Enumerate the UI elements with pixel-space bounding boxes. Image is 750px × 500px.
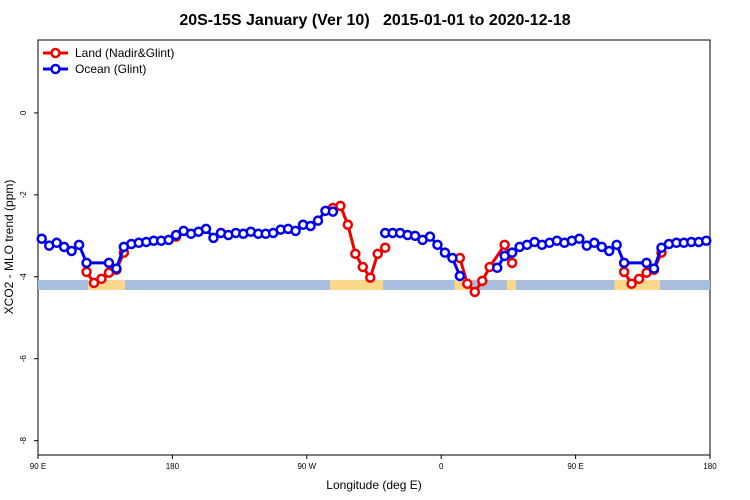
data-point [618,266,630,278]
y-tick-label: -4 [19,273,28,281]
data-point [439,247,451,258]
data-point [208,232,219,244]
data-point [96,273,107,285]
x-tick-label: 0 [439,462,444,471]
y-tick-label: -8 [19,437,28,445]
data-point [290,225,301,237]
data-point [103,257,115,269]
data-point [58,241,70,253]
data-point [342,219,354,231]
data-point [589,237,600,249]
land-strip [506,279,516,290]
x-tick-label: 90 W [297,462,316,471]
data-point [432,239,443,251]
y-tick-label: 0 [19,110,28,115]
x-tick-label: 90 E [567,462,583,471]
legend-label: Ocean (Glint) [75,62,146,76]
data-point [170,229,182,241]
land-strip [329,279,383,290]
data-point [611,239,622,251]
chart-title: 20S-15S January (Ver 10) 2015-01-01 to 2… [179,12,570,29]
x-axis-label: Longitude (deg E) [326,478,421,492]
data-point [350,248,361,260]
land-strip [88,279,126,290]
data-point [66,245,77,257]
data-point [73,239,85,251]
data-point [574,233,585,244]
data-point [312,215,324,226]
data-point [163,234,174,246]
data-point [469,286,481,298]
data-point [499,239,510,251]
y-tick-label: -6 [19,355,28,363]
data-point [81,266,92,278]
data-point [335,200,346,212]
data-point [365,272,376,283]
data-point [88,277,100,289]
data-point [454,270,466,282]
data-point [36,233,47,244]
data-point [477,275,488,287]
data-point [379,242,391,253]
data-point [626,278,637,290]
legend-marker [50,47,61,59]
y-axis-label: XCO2 - MLO trend (ppm) [2,180,16,315]
land-strip [614,279,660,290]
data-point [701,235,712,246]
data-point [357,261,369,273]
data-point [596,241,607,253]
plot-frame [37,39,711,456]
data-point [51,237,62,249]
data-point [81,257,92,269]
data-point [409,230,421,242]
data-point [633,273,645,285]
data-point [200,223,212,235]
data-point [648,263,660,274]
data-point [641,257,652,269]
data-point [603,245,615,257]
data-point [506,257,518,269]
y-tick-label: -2 [19,191,28,199]
legend-marker [50,63,61,75]
x-tick-label: 90 E [30,462,46,471]
data-point [447,252,458,264]
x-tick-label: 180 [166,462,180,471]
data-point [327,206,339,217]
data-point [424,231,436,242]
data-point [462,278,473,290]
data-point [491,262,503,274]
data-point [111,263,122,274]
data-point [618,257,630,269]
legend-label: Land (Nadir&Glint) [75,46,174,60]
data-point [372,248,383,260]
x-tick-label: 180 [703,462,717,471]
data-point [506,247,518,258]
data-point [305,220,316,232]
